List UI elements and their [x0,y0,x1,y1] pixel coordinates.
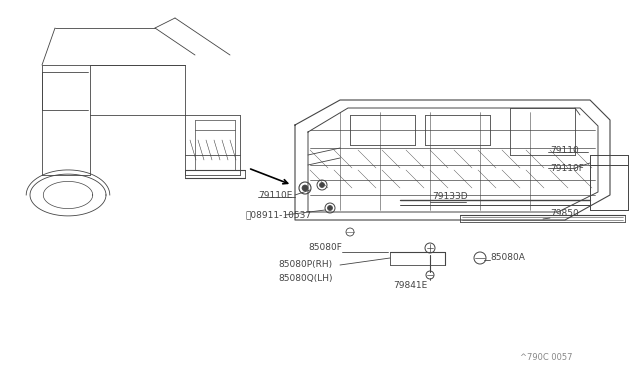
Text: 79110F: 79110F [550,164,584,173]
Text: 85080F: 85080F [308,244,342,253]
Text: 79133D: 79133D [433,192,468,201]
Text: 79841E: 79841E [393,280,427,289]
Circle shape [319,183,324,187]
Text: 85080Q(LH): 85080Q(LH) [278,273,333,282]
Text: ^790C 0057: ^790C 0057 [520,353,573,362]
Text: 85080A: 85080A [490,253,525,263]
Text: 79110E: 79110E [258,190,292,199]
Text: 79850: 79850 [550,208,579,218]
Circle shape [328,205,333,211]
Text: 79110: 79110 [550,145,579,154]
Circle shape [302,185,308,191]
Text: ⓝ08911-10537: ⓝ08911-10537 [245,211,311,219]
Text: 85080P(RH): 85080P(RH) [278,260,332,269]
